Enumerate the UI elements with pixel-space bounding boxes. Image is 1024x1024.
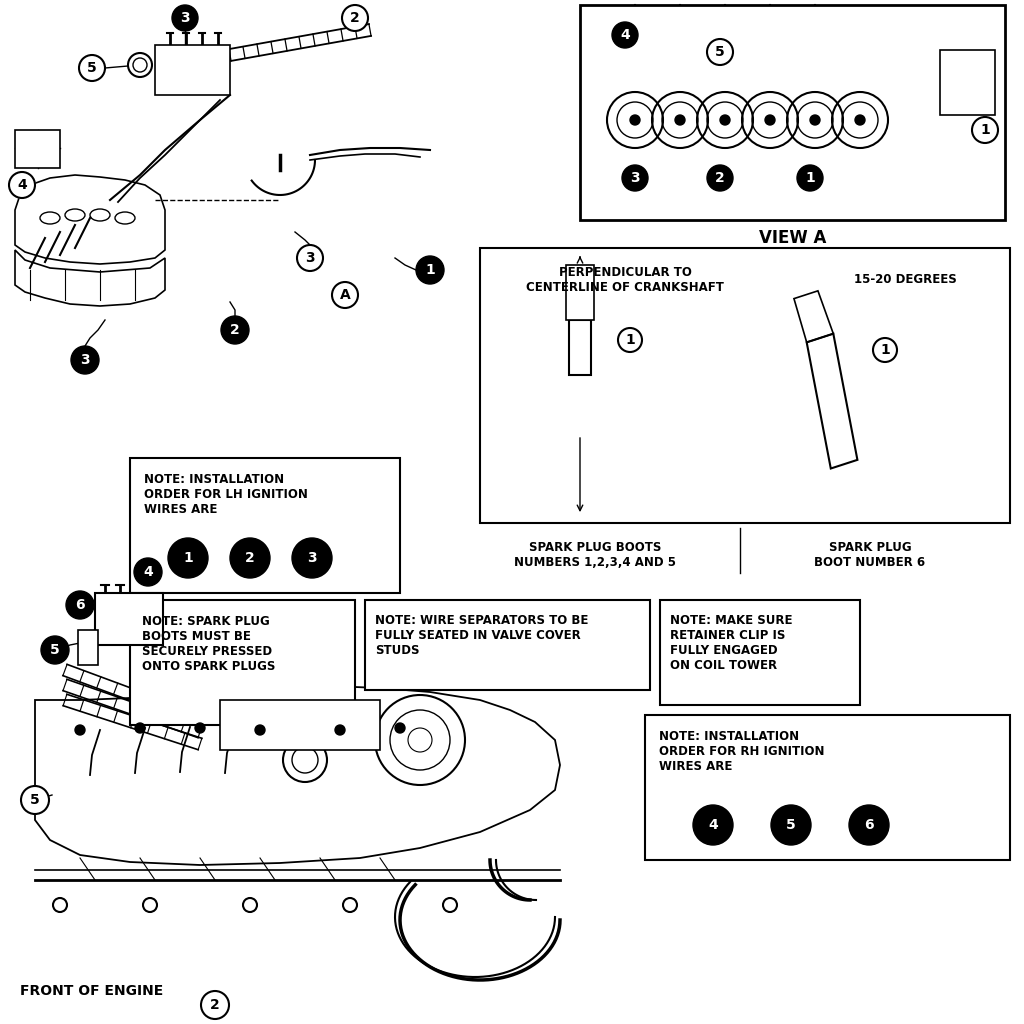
Bar (15, 130, 60, 168)
Text: 2: 2 (350, 11, 359, 25)
Text: 4: 4 (621, 28, 630, 42)
Text: 2: 2 (715, 171, 725, 185)
Circle shape (849, 805, 889, 845)
Bar (220, 700, 380, 750)
Circle shape (85, 645, 91, 651)
Circle shape (66, 591, 94, 618)
Circle shape (416, 256, 444, 284)
Circle shape (292, 538, 332, 578)
Circle shape (342, 5, 368, 31)
Circle shape (297, 245, 323, 271)
Text: 3: 3 (80, 353, 90, 367)
Text: 1: 1 (980, 123, 990, 137)
Circle shape (395, 723, 406, 733)
Text: 2: 2 (245, 551, 255, 565)
Text: 15-20 DEGREES: 15-20 DEGREES (854, 273, 956, 286)
Circle shape (201, 991, 229, 1019)
Circle shape (810, 115, 820, 125)
Text: 5: 5 (87, 61, 97, 75)
Text: SPARK PLUG
BOOT NUMBER 6: SPARK PLUG BOOT NUMBER 6 (814, 541, 926, 569)
Text: 1: 1 (805, 171, 815, 185)
Circle shape (332, 282, 358, 308)
Bar (940, 50, 995, 115)
Circle shape (221, 316, 249, 344)
Text: 2: 2 (230, 323, 240, 337)
Circle shape (972, 117, 998, 143)
Circle shape (172, 5, 198, 31)
Text: NOTE: SPARK PLUG
BOOTS MUST BE
SECURELY PRESSED
ONTO SPARK PLUGS: NOTE: SPARK PLUG BOOTS MUST BE SECURELY … (142, 615, 275, 673)
Bar (78, 630, 98, 665)
Circle shape (168, 538, 208, 578)
Bar (130, 600, 355, 725)
Circle shape (134, 558, 162, 586)
Text: 3: 3 (305, 251, 314, 265)
Circle shape (630, 115, 640, 125)
Bar (365, 600, 650, 690)
Circle shape (720, 115, 730, 125)
Text: 3: 3 (180, 11, 189, 25)
Text: NOTE: INSTALLATION
ORDER FOR LH IGNITION
WIRES ARE: NOTE: INSTALLATION ORDER FOR LH IGNITION… (144, 473, 308, 516)
Bar (155, 45, 230, 95)
Text: PERPENDICULAR TO
CENTERLINE OF CRANKSHAFT: PERPENDICULAR TO CENTERLINE OF CRANKSHAF… (526, 266, 724, 294)
Text: FRONT OF ENGINE: FRONT OF ENGINE (20, 984, 163, 998)
Bar (130, 458, 400, 593)
Text: SPARK PLUG BOOTS
NUMBERS 1,2,3,4 AND 5: SPARK PLUG BOOTS NUMBERS 1,2,3,4 AND 5 (514, 541, 676, 569)
Circle shape (618, 328, 642, 352)
Circle shape (22, 786, 49, 814)
Text: 5: 5 (786, 818, 796, 831)
Circle shape (41, 636, 69, 664)
Ellipse shape (569, 316, 591, 324)
Circle shape (255, 725, 265, 735)
Text: 3: 3 (630, 171, 640, 185)
Circle shape (195, 723, 205, 733)
Text: 5: 5 (30, 793, 40, 807)
Text: 4: 4 (709, 818, 718, 831)
Text: 1: 1 (425, 263, 435, 278)
Text: 2: 2 (210, 998, 220, 1012)
Circle shape (797, 165, 823, 191)
Text: VIEW A: VIEW A (759, 229, 826, 247)
Bar (660, 600, 860, 705)
Circle shape (707, 39, 733, 65)
Bar (645, 715, 1010, 860)
Circle shape (79, 55, 105, 81)
Circle shape (873, 338, 897, 362)
Ellipse shape (566, 259, 594, 271)
Circle shape (855, 115, 865, 125)
Text: 6: 6 (864, 818, 873, 831)
Circle shape (230, 538, 270, 578)
Circle shape (693, 805, 733, 845)
Text: 4: 4 (143, 565, 153, 579)
Text: 3: 3 (307, 551, 316, 565)
Text: A: A (340, 288, 350, 302)
Text: 5: 5 (50, 643, 59, 657)
Circle shape (9, 172, 35, 198)
Circle shape (707, 165, 733, 191)
Circle shape (135, 723, 145, 733)
Text: NOTE: INSTALLATION
ORDER FOR RH IGNITION
WIRES ARE: NOTE: INSTALLATION ORDER FOR RH IGNITION… (659, 730, 824, 773)
Text: 1: 1 (880, 343, 890, 357)
Circle shape (75, 725, 85, 735)
Text: NOTE: WIRE SEPARATORS TO BE
FULLY SEATED IN VALVE COVER
STUDS: NOTE: WIRE SEPARATORS TO BE FULLY SEATED… (375, 614, 589, 657)
Circle shape (335, 725, 345, 735)
Text: 1: 1 (183, 551, 193, 565)
Circle shape (765, 115, 775, 125)
Circle shape (675, 115, 685, 125)
Bar (566, 265, 594, 319)
Circle shape (771, 805, 811, 845)
Text: 4: 4 (17, 178, 27, 193)
Text: 1: 1 (625, 333, 635, 347)
Circle shape (612, 22, 638, 48)
Circle shape (85, 633, 91, 639)
Text: 6: 6 (75, 598, 85, 612)
Text: 5: 5 (715, 45, 725, 59)
Bar (580, 5, 1005, 220)
Text: NOTE: MAKE SURE
RETAINER CLIP IS
FULLY ENGAGED
ON COIL TOWER: NOTE: MAKE SURE RETAINER CLIP IS FULLY E… (670, 614, 793, 672)
Bar (480, 248, 1010, 523)
Circle shape (85, 657, 91, 663)
Bar (95, 593, 163, 645)
Bar (569, 319, 591, 375)
Circle shape (622, 165, 648, 191)
Circle shape (71, 346, 99, 374)
